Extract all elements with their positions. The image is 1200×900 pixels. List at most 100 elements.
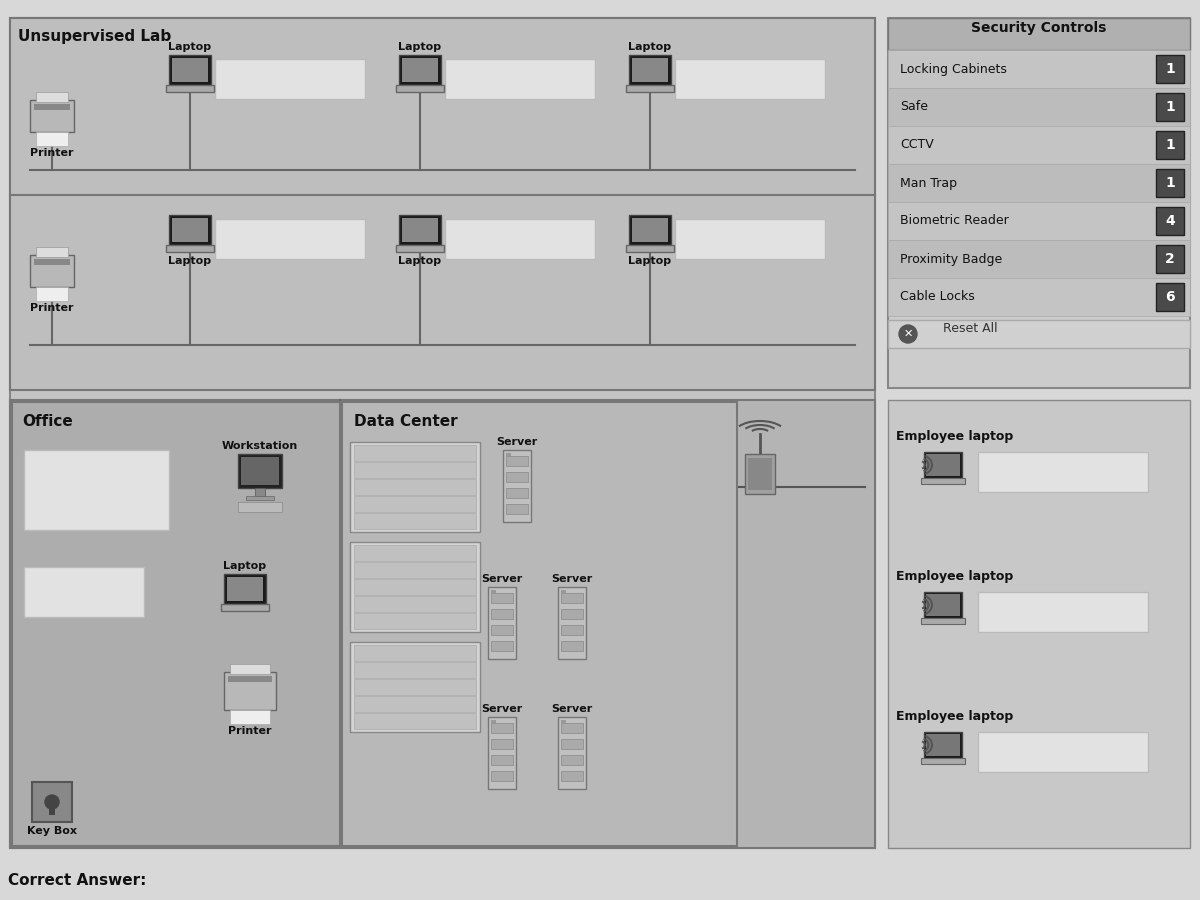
Text: 1: 1	[1165, 138, 1175, 152]
Bar	[488, 587, 516, 659]
Bar	[506, 504, 528, 514]
Bar	[445, 219, 595, 259]
Text: Employee laptop: Employee laptop	[896, 710, 1013, 723]
Bar	[922, 758, 965, 764]
Bar	[491, 590, 496, 593]
Bar	[924, 592, 962, 618]
Bar	[562, 739, 583, 749]
Bar	[888, 126, 1190, 164]
Bar	[562, 720, 566, 723]
Text: Proximity Badge: Proximity Badge	[900, 253, 1002, 266]
Circle shape	[46, 795, 59, 809]
Text: Safe: Safe	[900, 101, 928, 113]
Text: Laptop: Laptop	[629, 42, 672, 52]
Bar	[221, 604, 269, 611]
Bar	[888, 18, 1190, 50]
Bar	[674, 219, 826, 259]
Bar	[398, 55, 442, 85]
Bar	[169, 215, 211, 245]
Bar	[1156, 131, 1184, 159]
Bar	[350, 642, 480, 732]
Bar	[491, 609, 514, 619]
Text: Printer: Printer	[30, 148, 73, 158]
Bar	[342, 402, 737, 846]
Bar	[491, 625, 514, 635]
Bar	[354, 513, 476, 529]
Bar	[350, 542, 480, 632]
Text: Man Trap: Man Trap	[900, 176, 958, 190]
Bar	[491, 720, 496, 723]
Bar	[1156, 93, 1184, 121]
Bar	[558, 587, 586, 659]
Bar	[12, 402, 340, 846]
Bar	[506, 472, 528, 482]
Bar	[558, 717, 586, 789]
Bar	[215, 219, 365, 259]
Bar	[491, 755, 514, 765]
Bar	[632, 58, 668, 82]
Bar	[491, 723, 514, 733]
Text: Data Center: Data Center	[354, 415, 457, 429]
Bar	[172, 218, 208, 242]
Bar	[354, 562, 476, 578]
Bar	[926, 594, 960, 616]
Text: Employee laptop: Employee laptop	[896, 430, 1013, 443]
Bar	[32, 782, 72, 822]
Bar	[562, 771, 583, 781]
Bar	[246, 496, 274, 500]
Bar	[1156, 245, 1184, 273]
Bar	[224, 672, 276, 710]
Bar	[632, 218, 668, 242]
Bar	[488, 717, 516, 789]
Text: Office: Office	[22, 415, 73, 429]
Bar	[978, 732, 1148, 772]
Bar	[978, 452, 1148, 492]
Bar	[562, 593, 583, 603]
Text: Server: Server	[551, 704, 593, 714]
Text: Laptop: Laptop	[168, 256, 211, 266]
Text: Laptop: Laptop	[629, 256, 672, 266]
Bar	[36, 132, 68, 146]
Bar	[49, 802, 55, 815]
Bar	[228, 676, 272, 682]
Bar	[354, 445, 476, 461]
Bar	[354, 579, 476, 595]
Bar	[674, 59, 826, 99]
Text: Workstation: Workstation	[222, 441, 298, 451]
Bar	[354, 496, 476, 512]
Bar	[888, 18, 1190, 388]
Text: Server: Server	[551, 574, 593, 584]
Bar	[238, 502, 282, 512]
Bar	[1156, 169, 1184, 197]
Bar	[503, 450, 530, 522]
Bar	[354, 679, 476, 695]
Bar	[888, 400, 1190, 848]
Text: Server: Server	[497, 437, 538, 447]
Text: Server: Server	[481, 704, 523, 714]
Bar	[491, 593, 514, 603]
Text: Security Controls: Security Controls	[971, 21, 1106, 35]
Bar	[402, 58, 438, 82]
Text: Key Box: Key Box	[28, 826, 77, 836]
Bar	[34, 104, 70, 110]
Bar	[506, 488, 528, 498]
Bar	[562, 609, 583, 619]
Text: Printer: Printer	[30, 303, 73, 313]
Bar	[506, 453, 511, 456]
Bar	[562, 755, 583, 765]
Text: Locking Cabinets: Locking Cabinets	[900, 62, 1007, 76]
Bar	[227, 577, 263, 601]
Bar	[924, 452, 962, 478]
Bar	[354, 696, 476, 712]
Bar	[888, 320, 1190, 348]
Bar	[491, 641, 514, 651]
Text: Printer: Printer	[228, 726, 271, 736]
Bar	[562, 723, 583, 733]
Bar	[354, 713, 476, 729]
Bar	[166, 85, 214, 92]
Bar	[888, 88, 1190, 126]
Text: Correct Answer:: Correct Answer:	[8, 873, 146, 888]
Bar	[354, 462, 476, 478]
Text: Laptop: Laptop	[398, 256, 442, 266]
Bar	[166, 245, 214, 252]
